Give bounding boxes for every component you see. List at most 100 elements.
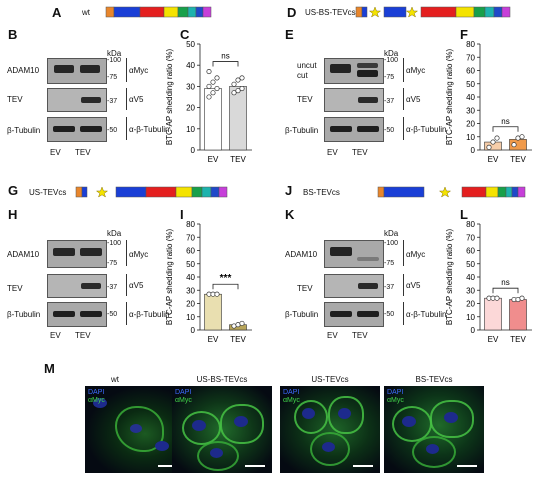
scale-bar	[457, 465, 477, 467]
y-tick-label: 0	[471, 146, 476, 155]
bar	[484, 297, 502, 331]
data-point	[210, 79, 216, 85]
panel-label-k: K	[285, 207, 295, 222]
stain-label-dapi: DAPI	[387, 389, 404, 396]
y-tick-label: 30	[186, 286, 195, 295]
western-blot-adam10	[47, 58, 107, 84]
y-tick-label: 40	[466, 93, 475, 102]
data-point	[519, 134, 525, 140]
panel-label-l: L	[460, 207, 468, 222]
kda-marker-50: -50	[107, 311, 118, 318]
panel-label-e: E	[285, 27, 294, 42]
significance-label: ns	[221, 52, 229, 61]
blot-row-label-tubulin: β-Tubulin	[7, 310, 41, 319]
data-point	[206, 83, 212, 89]
micrograph-us-tevcs: DAPI αMyc	[280, 386, 380, 473]
blot-row-label-tubulin: β-Tubulin	[285, 310, 319, 319]
panel-label-g: G	[8, 183, 19, 198]
data-point	[231, 90, 237, 96]
image-title: US-TEVcs	[311, 375, 349, 384]
significance-bracket	[212, 61, 239, 67]
stain-label-myc: αMyc	[88, 397, 105, 404]
y-tick-label: 20	[466, 120, 475, 129]
panel-label-d: D	[287, 5, 297, 20]
y-tick-label: 10	[466, 313, 475, 322]
data-point	[235, 77, 241, 83]
y-tick-label: 0	[191, 326, 196, 335]
kda-header: kDa	[107, 49, 122, 58]
panel-label-j: J	[285, 183, 293, 198]
western-blot-tev	[47, 274, 107, 298]
x-category-label: TEV	[230, 335, 246, 344]
blot-row-label-adam10: ADAM10	[7, 250, 40, 259]
lane-label-tev: TEV	[75, 331, 91, 340]
blot-row-label-tev: TEV	[297, 284, 313, 293]
antibody-bracket	[403, 302, 404, 325]
antibody-label-myc: αMyc	[129, 250, 149, 259]
antibody-bracket	[403, 58, 404, 82]
y-axis-label: BTC-AP shedding ratio (%)	[445, 49, 454, 146]
kda-marker-100: -100	[107, 57, 122, 64]
bar-chart-c: BTC-AP shedding ratio (%) 0 10 20 30 40 50 EV TE…	[165, 40, 252, 164]
stain-label-myc: αMyc	[175, 397, 192, 404]
antibody-bracket	[403, 240, 404, 266]
antibody-bracket	[126, 274, 127, 296]
tev-cleavage-site-star	[405, 6, 419, 18]
antibody-bracket	[403, 274, 404, 296]
stain-label-myc: αMyc	[283, 397, 300, 404]
scale-bar	[245, 465, 265, 467]
kda-marker-50: -50	[107, 127, 118, 134]
y-tick-label: 30	[466, 286, 475, 295]
y-tick-label: 0	[471, 326, 476, 335]
data-point	[239, 75, 245, 81]
image-title: US-BS-TEVcs	[196, 375, 248, 384]
lane-label-ev: EV	[50, 148, 61, 157]
panel-label-c: C	[180, 27, 190, 42]
blot-row-label-tev: TEV	[7, 284, 23, 293]
y-tick-label: 0	[191, 146, 196, 155]
antibody-bracket	[126, 58, 127, 82]
kda-marker-100: -100	[384, 57, 399, 64]
x-category-label: TEV	[230, 155, 246, 164]
y-tick-label: 20	[186, 104, 195, 113]
significance-label: ns	[501, 117, 509, 126]
blot-row-label-adam10: ADAM10	[285, 250, 318, 259]
data-point	[239, 85, 245, 92]
panel-label-a: A	[52, 5, 62, 20]
antibody-bracket	[126, 117, 127, 140]
data-point	[214, 75, 220, 81]
y-tick-label: 40	[186, 61, 195, 70]
micrograph-bs-tevcs: DAPI αMyc	[384, 386, 484, 473]
significance-bracket	[212, 283, 239, 290]
bar	[204, 293, 222, 331]
western-blot-tubulin	[47, 117, 107, 142]
stain-label-dapi: DAPI	[175, 389, 192, 396]
bar	[509, 299, 527, 331]
construct-diagram-us-tevcs	[75, 186, 228, 198]
lane-label-tev: TEV	[352, 148, 368, 157]
tev-cleavage-site-star	[368, 6, 382, 18]
western-blot-tubulin	[324, 302, 384, 327]
kda-marker-100: -100	[107, 240, 122, 247]
stain-label-dapi: DAPI	[283, 389, 300, 396]
data-point	[214, 85, 220, 92]
y-tick-label: 50	[466, 260, 475, 269]
data-point	[239, 320, 245, 326]
significance-bracket	[492, 126, 519, 132]
y-tick-label: 50	[466, 80, 475, 89]
y-tick-label: 80	[466, 40, 475, 49]
x-category-label: EV	[488, 335, 499, 344]
construct-label: US-BS-TEVcs	[305, 8, 356, 17]
y-tick-label: 60	[466, 247, 475, 256]
construct-diagram-us-bs-tevcs	[355, 6, 511, 18]
panel-label-f: F	[460, 27, 468, 42]
blot-row-label-cut: cut	[297, 71, 308, 80]
y-tick-label: 10	[466, 133, 475, 142]
antibody-label-v5: αV5	[406, 95, 421, 104]
antibody-label-tubulin: α-β-Tubulin	[406, 125, 447, 134]
stain-label-myc: αMyc	[387, 397, 404, 404]
lane-label-ev: EV	[50, 331, 61, 340]
image-title: BS-TEVcs	[415, 375, 453, 384]
blot-row-label-tev: TEV	[297, 95, 313, 104]
kda-marker-100: -100	[384, 240, 399, 247]
